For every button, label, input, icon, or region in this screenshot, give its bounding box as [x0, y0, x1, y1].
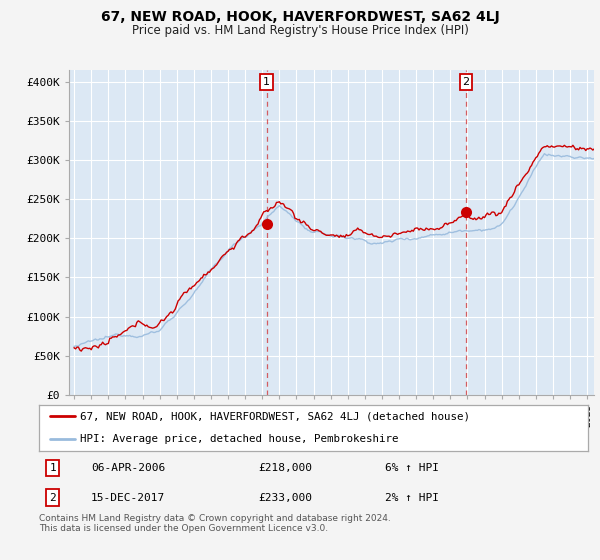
Text: 2: 2 [49, 493, 56, 502]
Text: 2% ↑ HPI: 2% ↑ HPI [385, 493, 439, 502]
Text: 15-DEC-2017: 15-DEC-2017 [91, 493, 166, 502]
Text: £233,000: £233,000 [259, 493, 313, 502]
Text: 2: 2 [463, 77, 470, 87]
Text: £218,000: £218,000 [259, 463, 313, 473]
Text: Contains HM Land Registry data © Crown copyright and database right 2024.
This d: Contains HM Land Registry data © Crown c… [39, 514, 391, 534]
Text: 6% ↑ HPI: 6% ↑ HPI [385, 463, 439, 473]
Text: 1: 1 [263, 77, 270, 87]
Text: 67, NEW ROAD, HOOK, HAVERFORDWEST, SA62 4LJ: 67, NEW ROAD, HOOK, HAVERFORDWEST, SA62 … [101, 10, 499, 24]
Text: 06-APR-2006: 06-APR-2006 [91, 463, 166, 473]
Text: HPI: Average price, detached house, Pembrokeshire: HPI: Average price, detached house, Pemb… [80, 435, 398, 444]
Text: 1: 1 [49, 463, 56, 473]
Text: 67, NEW ROAD, HOOK, HAVERFORDWEST, SA62 4LJ (detached house): 67, NEW ROAD, HOOK, HAVERFORDWEST, SA62 … [80, 412, 470, 421]
Text: Price paid vs. HM Land Registry's House Price Index (HPI): Price paid vs. HM Land Registry's House … [131, 24, 469, 36]
